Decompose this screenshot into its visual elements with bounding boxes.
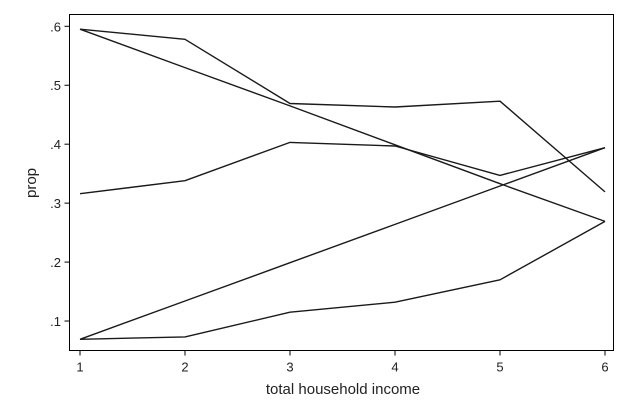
series-line-2 bbox=[79, 28, 606, 223]
y-tick-label: .5 bbox=[50, 78, 61, 93]
y-tick-label: .4 bbox=[50, 137, 61, 152]
x-tick-label: 1 bbox=[76, 360, 83, 375]
x-axis: 1 2 3 4 5 6 bbox=[76, 350, 609, 375]
series-line-5 bbox=[79, 220, 606, 340]
y-tick-label: .2 bbox=[50, 255, 61, 270]
y-tick-label: .3 bbox=[50, 196, 61, 211]
plot-area bbox=[79, 28, 606, 340]
x-tick-label: 5 bbox=[496, 360, 503, 375]
x-tick-label: 2 bbox=[181, 360, 188, 375]
x-tick-label: 6 bbox=[601, 360, 608, 375]
x-axis-title: total household income bbox=[266, 381, 420, 398]
x-tick-label: 3 bbox=[286, 360, 293, 375]
y-axis-title: prop bbox=[23, 168, 40, 198]
series-line-3 bbox=[79, 141, 606, 195]
series-line-4 bbox=[79, 147, 606, 340]
y-axis: .1 .2 .3 .4 .5 .6 bbox=[50, 19, 70, 329]
y-tick-label: .1 bbox=[50, 314, 61, 329]
y-tick-label: .6 bbox=[50, 19, 61, 34]
x-tick-label: 4 bbox=[391, 360, 398, 375]
series-line-1 bbox=[79, 28, 606, 193]
plot-frame bbox=[69, 14, 614, 351]
